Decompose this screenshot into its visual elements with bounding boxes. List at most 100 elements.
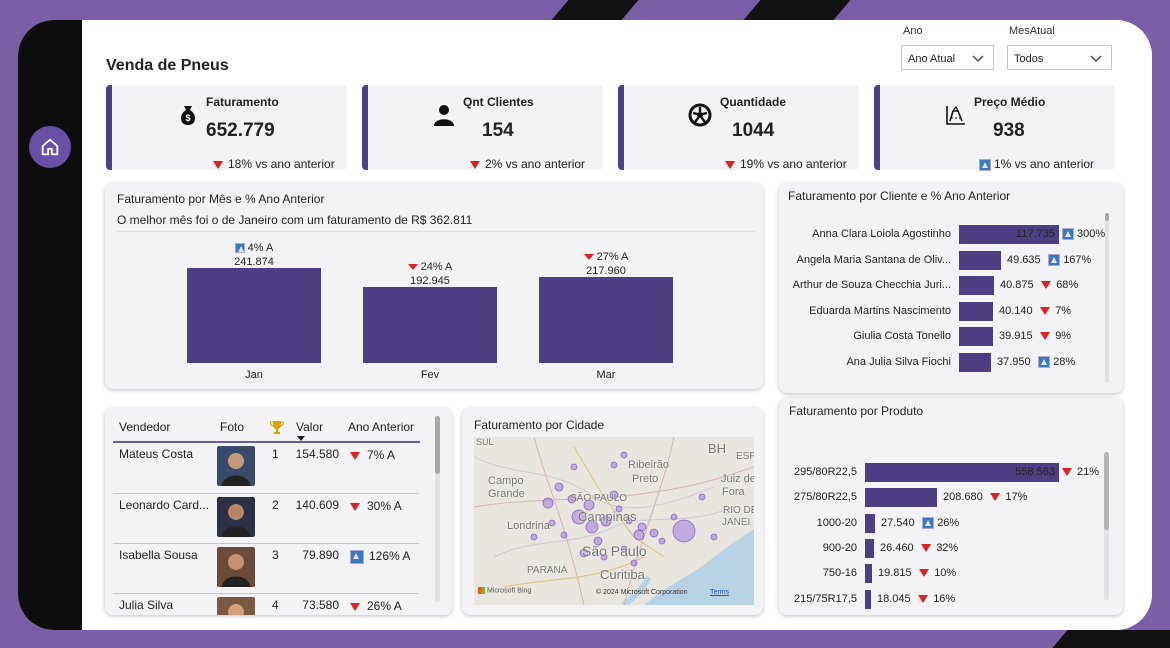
trophy-icon <box>270 421 284 434</box>
seller-delta: 126% A <box>350 549 410 564</box>
map-label: Ribeirão <box>628 459 669 471</box>
down-arrow-icon <box>1062 468 1072 477</box>
client-bar[interactable] <box>959 352 991 372</box>
city-bubble[interactable] <box>585 520 599 534</box>
city-bubble[interactable] <box>571 509 587 525</box>
month-bar[interactable] <box>187 268 321 363</box>
city-bubble[interactable] <box>649 528 659 538</box>
scrollbar[interactable] <box>1105 213 1109 383</box>
background-stripe <box>551 0 639 20</box>
scrollbar[interactable] <box>1104 452 1109 600</box>
client-name: Angela Maria Santana de Oliv... <box>796 253 952 266</box>
city-bubble[interactable] <box>658 537 666 545</box>
col-header-valor[interactable]: Valor <box>296 420 323 441</box>
month-bar[interactable] <box>363 287 497 363</box>
city-bubble[interactable] <box>710 533 718 541</box>
city-bubble[interactable] <box>615 505 623 513</box>
city-bubble[interactable] <box>609 490 619 500</box>
client-bar[interactable] <box>959 327 993 346</box>
city-bubble[interactable] <box>593 536 603 546</box>
city-bubble[interactable] <box>554 482 564 492</box>
filter-mes-value: Todos <box>1014 53 1044 65</box>
product-bar[interactable] <box>865 538 874 558</box>
map-label: Campo <box>488 475 524 487</box>
kpi-quantidade: Quantidade 1044 19% vs ano anterior <box>618 85 859 171</box>
client-bar[interactable] <box>959 276 994 295</box>
city-bubble[interactable] <box>672 519 696 543</box>
product-bar[interactable] <box>865 488 937 508</box>
city-bubble[interactable] <box>542 497 554 509</box>
seller-rank: 3 <box>272 548 279 562</box>
city-bubble[interactable] <box>625 517 633 525</box>
city-bubble[interactable] <box>579 548 589 558</box>
city-bubble[interactable] <box>600 515 612 527</box>
city-map[interactable]: SUL BH ESP Ribeirão Preto Campo Grande SÃO PAUL… <box>474 437 754 605</box>
city-bubble[interactable] <box>583 499 595 511</box>
client-delta-label: 167% <box>1048 254 1091 266</box>
map-label: Curitiba <box>600 567 645 582</box>
down-arrow-icon <box>407 264 418 271</box>
city-bubble[interactable] <box>548 519 556 527</box>
product-bar[interactable] <box>865 513 875 533</box>
sort-desc-icon <box>297 436 305 441</box>
city-bubble[interactable] <box>567 494 577 504</box>
product-bar[interactable] <box>865 463 1059 482</box>
kpi-clientes: Qnt Clientes 154 2% vs ano anterior <box>362 85 603 171</box>
month-chart-card: Faturamento por Mês e % Ano Anterior O m… <box>105 183 763 389</box>
table-row[interactable]: Mateus Costa 1 154.580 7% A <box>113 443 419 493</box>
table-row[interactable]: Isabella Sousa 3 79.890 126% A <box>113 543 419 593</box>
city-bubble[interactable] <box>570 463 578 471</box>
table-row[interactable]: Leonardo Card... 2 140.609 30% A <box>113 493 419 543</box>
client-bar[interactable] <box>959 250 1001 270</box>
main-content: Venda de Pneus Ano Ano Atual MesAtual To… <box>82 20 1152 630</box>
city-bubble[interactable] <box>560 531 568 539</box>
client-name: Ana Julia Silva Fiochi <box>846 355 951 368</box>
client-delta-label: 28% <box>1038 356 1075 368</box>
product-name: 215/75R17,5 <box>794 592 857 605</box>
tire-icon <box>688 103 712 127</box>
city-bubble[interactable] <box>637 522 647 532</box>
product-bar[interactable] <box>865 589 871 609</box>
col-header-foto[interactable]: Foto <box>220 420 245 434</box>
city-bubble[interactable] <box>530 533 538 541</box>
city-map-title: Faturamento por Cidade <box>474 418 605 432</box>
month-bar-chart: 241.874 4% A Jan 192.945 24% A Fev 217.960 27% … <box>105 183 763 389</box>
city-bubble[interactable] <box>610 461 618 469</box>
city-bubble[interactable] <box>670 513 678 521</box>
person-icon <box>434 105 454 126</box>
table-row[interactable]: Julia Silva 4 73.580 26% A <box>113 593 419 615</box>
scrollbar[interactable] <box>435 416 440 602</box>
month-bar[interactable] <box>539 277 673 363</box>
down-arrow-icon <box>918 594 929 603</box>
city-bubble[interactable] <box>600 553 608 561</box>
down-arrow-icon <box>1040 332 1051 341</box>
city-bubble[interactable] <box>630 559 638 567</box>
city-bubble[interactable] <box>620 545 628 553</box>
map-terms-link[interactable]: Terms <box>710 589 730 596</box>
product-bar[interactable] <box>865 564 872 584</box>
city-bubble[interactable] <box>698 493 706 501</box>
seller-name: Isabella Sousa <box>119 548 198 562</box>
col-header-vendedor[interactable]: Vendedor <box>119 420 171 434</box>
city-bubble[interactable] <box>633 529 645 541</box>
client-delta-label: 300% <box>1062 228 1105 241</box>
city-bubble[interactable] <box>620 451 628 459</box>
filter-ano-select[interactable]: Ano Atual <box>901 45 994 70</box>
price-chart-icon <box>946 105 965 125</box>
client-bar[interactable] <box>959 301 993 321</box>
kpi-value: 938 <box>993 120 1025 141</box>
kpi-compare: 2% vs ano anterior <box>470 157 585 171</box>
product-delta-label: 32% <box>921 542 958 554</box>
client-value-label: 40.140 <box>999 304 1033 317</box>
money-bag-icon: $ <box>180 106 196 125</box>
seller-value: 73.580 <box>302 598 339 612</box>
map-label: SÃO PAULO <box>570 493 628 504</box>
client-bar[interactable] <box>959 225 1059 244</box>
bar-value-label: 241.874 <box>234 256 274 268</box>
filter-mes-select[interactable]: Todos <box>1007 45 1112 70</box>
map-label: São Paulo <box>582 543 647 559</box>
product-delta-label: 17% <box>990 491 1027 503</box>
home-button[interactable] <box>29 126 71 168</box>
col-header-ano-anterior[interactable]: Ano Anterior <box>348 420 415 434</box>
down-arrow-icon <box>583 254 594 261</box>
